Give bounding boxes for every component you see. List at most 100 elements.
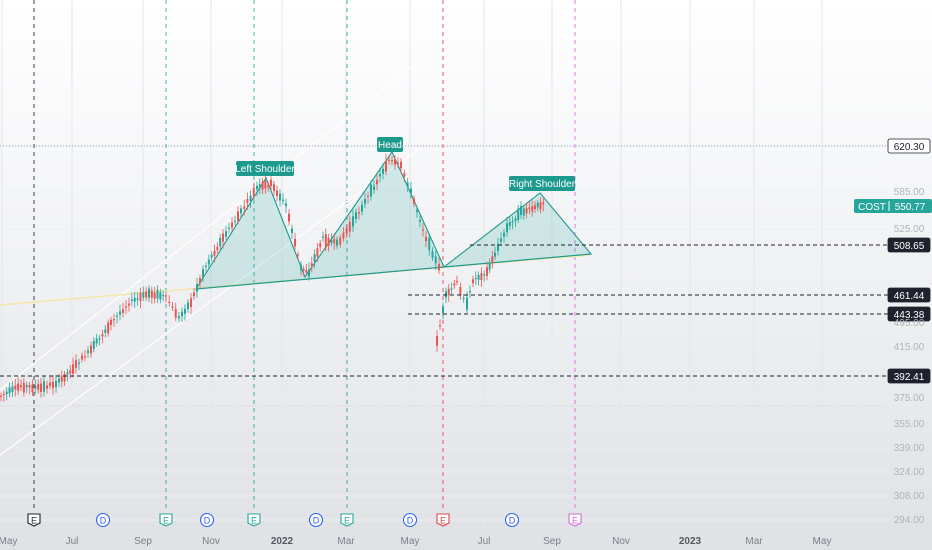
candle-body (297, 254, 299, 256)
candle-body (17, 383, 20, 391)
candle-body (14, 385, 17, 390)
candle-body (273, 184, 275, 192)
candle-body (87, 350, 89, 353)
candle-body (63, 374, 66, 382)
candle-body (213, 250, 216, 256)
candle-body (128, 303, 130, 306)
candle-body (474, 277, 477, 279)
candle-body (156, 289, 159, 299)
candle-body (90, 345, 92, 354)
dividend-marker-bg (95, 512, 111, 528)
candle-body (199, 278, 201, 284)
candle-body (282, 199, 284, 201)
candle-body (410, 188, 412, 194)
earnings-marker[interactable]: E (436, 513, 450, 527)
pattern-label-bg (377, 137, 403, 152)
candle-body (142, 292, 145, 298)
earnings-marker[interactable]: E (159, 513, 173, 527)
dividend-marker[interactable]: D (95, 512, 111, 528)
candle-body (503, 232, 505, 237)
candle-body (522, 208, 525, 216)
candle-body (385, 160, 387, 172)
candle-body (531, 206, 534, 212)
candle-body (330, 239, 333, 243)
channel-upper-line (0, 66, 413, 391)
candle-body (133, 297, 136, 302)
candle-body (159, 292, 162, 300)
candle-body (376, 179, 378, 185)
dividend-marker[interactable]: D (402, 512, 418, 528)
candle-body (534, 205, 536, 210)
candle-body (202, 269, 204, 278)
candle-body (494, 252, 496, 257)
candle-body (316, 248, 319, 257)
earnings-marker[interactable]: E (340, 513, 354, 527)
ticker-symbol: COST (858, 202, 886, 213)
candle-body (72, 364, 74, 374)
dividend-marker[interactable]: D (308, 512, 324, 528)
candle-body (511, 221, 514, 223)
candle-body (66, 372, 69, 375)
y-tick-label-2: 324.00 (894, 467, 925, 478)
last-price-tag-bg (854, 199, 932, 213)
candle-body (339, 237, 342, 245)
candle-body (391, 160, 393, 162)
candle-body (517, 208, 520, 220)
candle-body (500, 238, 502, 242)
candle-body (196, 284, 198, 292)
candle-body (291, 228, 293, 234)
candle-body (78, 362, 80, 364)
candle-body (81, 355, 83, 360)
y-tick-label-3: 339.00 (894, 443, 925, 454)
candle-body (483, 274, 486, 276)
candle-body (60, 376, 63, 382)
candle-body (285, 203, 287, 207)
price-level-tag-bg (887, 368, 931, 384)
event-marker-text: E (572, 516, 578, 526)
candle-body (190, 298, 192, 308)
candle-body (184, 308, 186, 314)
candle-body (181, 311, 183, 317)
candle-body (438, 263, 440, 271)
candle-body (178, 316, 180, 319)
candle-body (472, 279, 474, 284)
candle-body (40, 383, 42, 392)
price-level-tag-2: 461.44 (887, 287, 931, 303)
y-tick-label-5: 375.00 (894, 393, 925, 404)
candle-body (113, 319, 115, 321)
candle-body (431, 251, 434, 258)
candle-body (148, 288, 150, 298)
x-tick-label-4: 2022 (271, 536, 294, 547)
candle-body (219, 237, 222, 247)
candle-body (428, 237, 431, 251)
candle-body (171, 306, 174, 308)
candle-body (294, 238, 296, 247)
candle-body (539, 202, 542, 210)
earnings-marker[interactable]: E (247, 513, 261, 527)
candle-body (370, 184, 372, 197)
candle-body (261, 181, 264, 190)
candle-body (469, 290, 471, 293)
candle-body (46, 385, 48, 389)
candle-body (355, 212, 357, 220)
dividend-marker[interactable]: D (199, 512, 215, 528)
candle-body (324, 234, 327, 248)
candle-body (327, 237, 330, 246)
candle-body (101, 334, 104, 337)
candles (0, 153, 545, 402)
pattern-label-left-shoulder: Left Shoulder (235, 161, 295, 176)
candle-body (419, 219, 421, 222)
candle-body (210, 254, 213, 258)
dividend-marker[interactable]: D (504, 512, 520, 528)
event-marker-text: D (204, 516, 211, 526)
candle-body (22, 382, 25, 393)
earnings-marker[interactable]: E (27, 513, 41, 527)
candle-body (75, 360, 77, 368)
candle-body (416, 209, 418, 212)
candle-body (228, 227, 230, 229)
candle-body (267, 185, 270, 188)
event-marker-text: D (509, 516, 516, 526)
earnings-marker[interactable]: E (568, 513, 582, 527)
